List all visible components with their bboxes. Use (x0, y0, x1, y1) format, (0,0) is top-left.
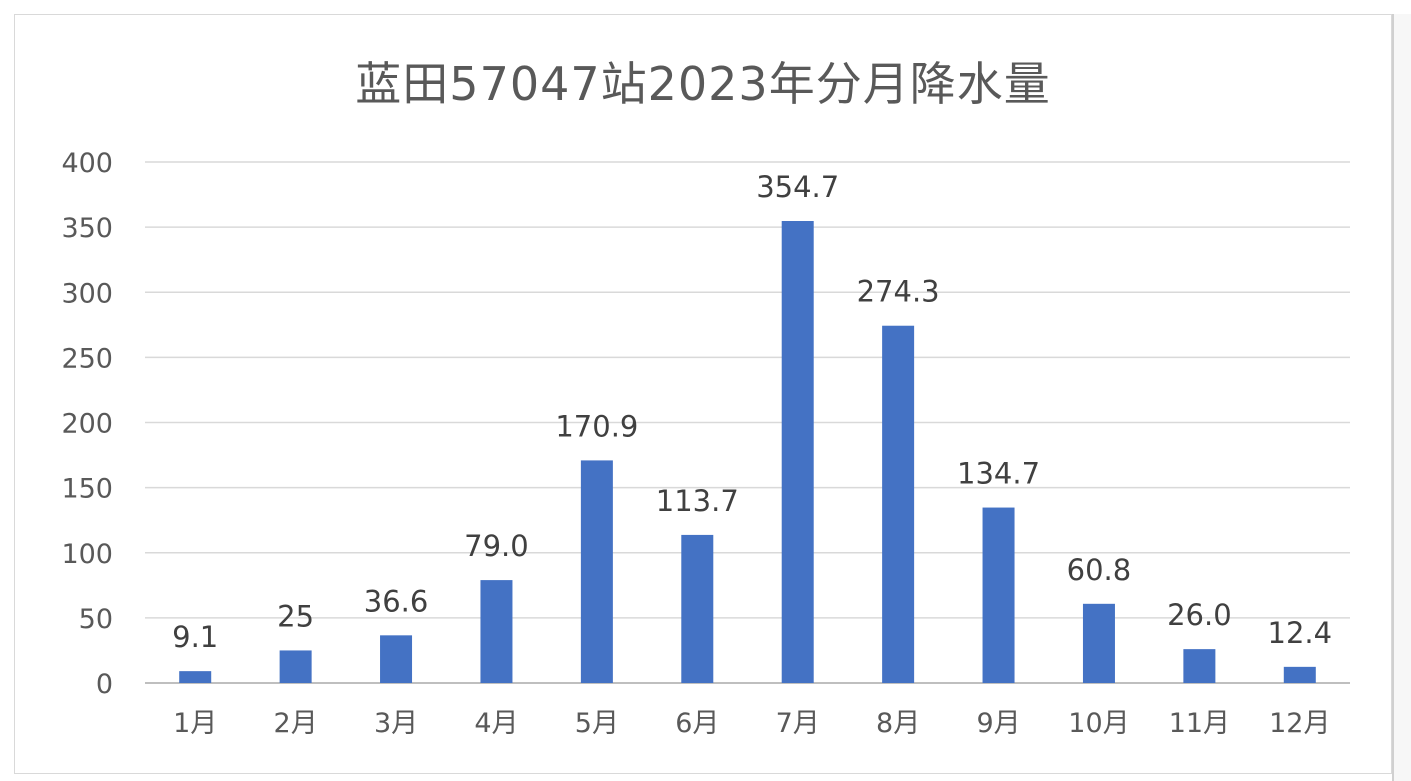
data-label: 354.7 (756, 170, 839, 204)
x-tick-label: 7月 (776, 708, 820, 739)
data-label: 25 (277, 599, 314, 633)
x-tick-label: 10月 (1068, 708, 1129, 739)
window-edge (1392, 14, 1411, 781)
data-label: 79.0 (464, 529, 529, 563)
y-tick-label: 400 (61, 148, 113, 179)
chart-title: 蓝田57047站2023年分月降水量 (355, 57, 1051, 111)
y-tick-label: 0 (96, 669, 113, 700)
data-label: 12.4 (1268, 616, 1333, 650)
y-tick-label: 50 (79, 604, 113, 635)
data-label: 170.9 (555, 409, 638, 443)
x-tick-label: 9月 (976, 708, 1020, 739)
data-label: 113.7 (656, 484, 739, 518)
x-tick-label: 5月 (575, 708, 619, 739)
bar (580, 460, 613, 683)
data-label: 36.6 (364, 584, 429, 618)
y-tick-label: 100 (61, 539, 113, 570)
bar (882, 325, 915, 683)
x-tick-label: 1月 (173, 708, 217, 739)
y-tick-label: 150 (61, 474, 113, 505)
bar (179, 671, 212, 683)
bar (1183, 649, 1216, 683)
bar (1082, 603, 1115, 683)
x-tick-label: 3月 (374, 708, 418, 739)
bar (279, 650, 312, 683)
x-tick-label: 11月 (1169, 708, 1230, 739)
y-tick-label: 300 (61, 278, 113, 309)
bar (380, 635, 413, 683)
x-tick-label: 4月 (474, 708, 518, 739)
data-label: 274.3 (857, 275, 940, 309)
data-label: 134.7 (957, 457, 1040, 491)
bar (781, 221, 814, 684)
bar (681, 534, 714, 683)
bar (480, 580, 513, 683)
y-tick-label: 200 (61, 409, 113, 440)
data-label: 9.1 (172, 620, 218, 654)
y-tick-label: 250 (61, 343, 113, 374)
y-tick-label: 350 (61, 213, 113, 244)
x-tick-label: 2月 (274, 708, 318, 739)
x-tick-label: 8月 (876, 708, 920, 739)
bar (982, 507, 1015, 683)
data-label: 60.8 (1067, 553, 1132, 587)
bar (1283, 666, 1316, 683)
x-tick-label: 6月 (675, 708, 719, 739)
data-label: 26.0 (1167, 598, 1232, 632)
x-tick-label: 12月 (1269, 708, 1330, 739)
